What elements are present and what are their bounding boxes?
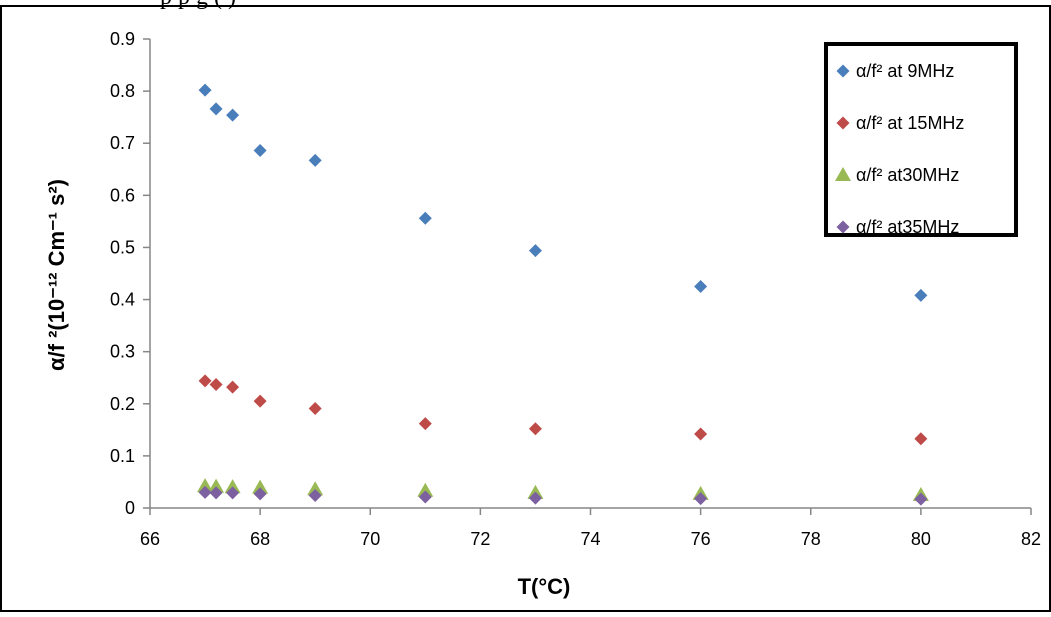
data-point xyxy=(209,102,223,116)
series-3 xyxy=(198,485,928,506)
legend-label: α/f² at30MHz xyxy=(856,165,959,185)
data-point xyxy=(226,108,240,122)
legend-marker xyxy=(835,167,851,181)
y-axis-label: α/f ²(10⁻¹² Cm⁻¹ s²) xyxy=(44,179,69,371)
data-point xyxy=(209,377,223,391)
data-point xyxy=(253,487,267,501)
tick-group: 66 68 70 72 74 76 78 80 82 0 0.1 0.2 0.3 0.4 0.5 0.6 0.7… xyxy=(110,29,1041,549)
y-tick-label: 0.6 xyxy=(110,185,135,205)
data-point xyxy=(308,488,322,502)
data-point xyxy=(253,144,267,158)
x-tick-label: 66 xyxy=(140,529,160,549)
legend-box xyxy=(824,42,1018,237)
data-point xyxy=(914,492,928,506)
series-2 xyxy=(197,478,929,501)
data-point xyxy=(198,485,212,499)
data-point xyxy=(914,432,928,446)
data-point xyxy=(252,479,269,494)
data-point xyxy=(308,401,322,415)
data-point xyxy=(308,153,322,167)
y-tick-label: 0.2 xyxy=(110,394,135,414)
data-point xyxy=(694,492,708,506)
data-point xyxy=(226,380,240,394)
legend-label: α/f² at 15MHz xyxy=(856,113,964,133)
data-point xyxy=(307,481,324,496)
x-tick-label: 82 xyxy=(1021,529,1041,549)
data-point xyxy=(224,479,241,494)
x-tick-label: 72 xyxy=(470,529,490,549)
data-point xyxy=(253,394,267,408)
data-point xyxy=(226,486,240,500)
x-tick-label: 80 xyxy=(911,529,931,549)
y-tick-label: 0.8 xyxy=(110,81,135,101)
x-tick-label: 76 xyxy=(691,529,711,549)
data-point xyxy=(208,478,225,493)
data-point xyxy=(418,417,432,431)
data-point xyxy=(198,374,212,388)
data-point xyxy=(528,491,542,505)
y-tick-label: 0.5 xyxy=(110,237,135,257)
x-tick-label: 70 xyxy=(360,529,380,549)
data-point xyxy=(197,478,214,493)
legend-marker xyxy=(836,64,850,78)
legend-label: α/f² at 9MHz xyxy=(856,61,954,81)
legend-label: α/f² at35MHz xyxy=(856,217,959,237)
x-axis-label: T(°C) xyxy=(518,574,571,599)
figure-border xyxy=(0,5,1051,612)
legend-marker xyxy=(836,220,850,234)
cut-off-caption: p p g ( ) xyxy=(0,0,1051,11)
legend: α/f² at 9MHz α/f² at 15MHz α/f² at30MHz α/f… xyxy=(824,42,1018,237)
y-tick-label: 0.7 xyxy=(110,133,135,153)
x-tick-label: 74 xyxy=(580,529,600,549)
data-point xyxy=(418,211,432,225)
data-point xyxy=(694,427,708,441)
legend-marker xyxy=(836,116,850,130)
y-tick-label: 0.1 xyxy=(110,446,135,466)
data-point xyxy=(418,490,432,504)
data-point xyxy=(528,244,542,258)
x-tick-label: 68 xyxy=(250,529,270,549)
y-tick-label: 0.4 xyxy=(110,290,135,310)
data-point xyxy=(198,83,212,97)
y-tick-label: 0.3 xyxy=(110,342,135,362)
series-0 xyxy=(198,83,928,302)
data-marks xyxy=(197,83,929,506)
data-point xyxy=(914,288,928,302)
data-point xyxy=(694,280,708,294)
series-1 xyxy=(198,374,928,446)
data-point xyxy=(528,422,542,436)
data-point xyxy=(209,486,223,500)
y-tick-label: 0 xyxy=(125,498,135,518)
x-tick-label: 78 xyxy=(801,529,821,549)
y-tick-label: 0.9 xyxy=(110,29,135,49)
data-point xyxy=(417,482,434,497)
